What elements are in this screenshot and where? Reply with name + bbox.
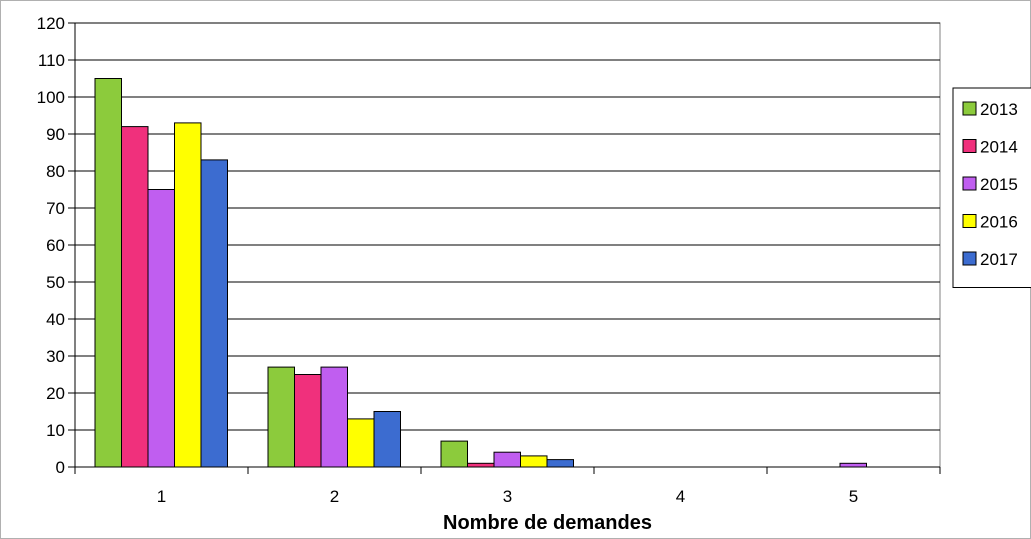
bar	[520, 455, 548, 468]
y-tick-label: 50	[46, 273, 65, 292]
bar	[440, 440, 468, 468]
legend-swatch	[962, 251, 977, 266]
y-tick-label: 60	[46, 236, 65, 255]
y-tick-label: 70	[46, 199, 65, 218]
y-tick-label: 80	[46, 162, 65, 181]
y-tick-label: 90	[46, 125, 65, 144]
y-tick-label: 20	[46, 384, 65, 403]
y-tick-label: 40	[46, 310, 65, 329]
bar	[147, 189, 175, 468]
bar	[200, 159, 228, 468]
legend-swatch	[962, 101, 977, 116]
bar	[174, 122, 202, 468]
y-tick-label: 10	[46, 421, 65, 440]
x-tick-label: 3	[503, 487, 512, 506]
bars	[94, 78, 867, 468]
x-axis: 1 2 3 4 5	[74, 466, 941, 506]
x-tick-label: 4	[676, 487, 685, 506]
bar	[294, 374, 322, 468]
bar	[121, 126, 149, 468]
legend-label: 2014	[980, 138, 1018, 157]
y-tick-label: 100	[37, 88, 65, 107]
x-tick-label: 2	[330, 487, 339, 506]
y-tick-label: 110	[38, 51, 65, 70]
bar	[267, 366, 295, 468]
legend-label: 2013	[980, 100, 1018, 119]
bar	[839, 462, 867, 468]
legend-swatch	[962, 214, 977, 228]
x-axis-title: Nombre de demandes	[443, 512, 652, 534]
y-axis: 0 10 20 30 40 50 60 70 80 90 100 110 120	[37, 14, 76, 477]
x-tick-label: 1	[157, 487, 166, 506]
legend-label: 2015	[980, 175, 1018, 194]
y-tick-label: 0	[56, 458, 65, 477]
legend-label: 2017	[980, 250, 1018, 269]
bar	[467, 462, 495, 468]
legend-swatch	[962, 139, 977, 153]
x-tick-label: 5	[849, 487, 858, 506]
legend-label: 2016	[980, 213, 1018, 232]
bar	[546, 459, 574, 468]
bar	[373, 411, 401, 468]
bar	[347, 418, 375, 468]
bar	[94, 78, 122, 468]
y-tick-label: 120	[37, 14, 65, 33]
legend: 2013 2014 2015 2016 2017	[952, 87, 1031, 288]
bar	[320, 366, 348, 468]
y-tick-label: 30	[46, 347, 65, 366]
legend-swatch	[962, 176, 977, 191]
bar	[493, 451, 521, 468]
